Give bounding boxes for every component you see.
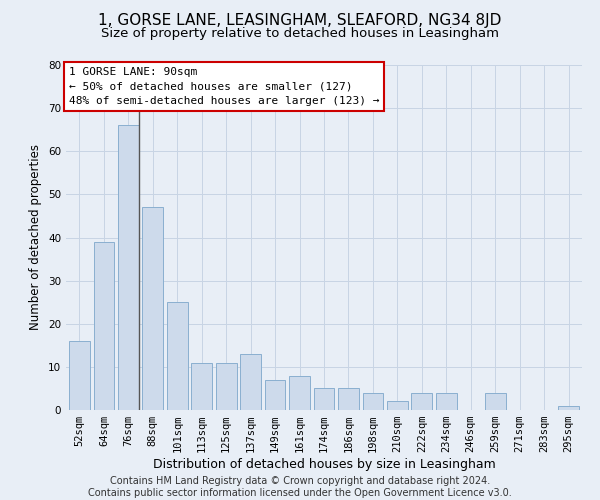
Bar <box>314 388 334 410</box>
Bar <box>558 406 579 410</box>
Text: 1, GORSE LANE, LEASINGHAM, SLEAFORD, NG34 8JD: 1, GORSE LANE, LEASINGHAM, SLEAFORD, NG3… <box>98 12 502 28</box>
Bar <box>191 362 212 410</box>
Text: 1 GORSE LANE: 90sqm
← 50% of detached houses are smaller (127)
48% of semi-detac: 1 GORSE LANE: 90sqm ← 50% of detached ho… <box>68 66 379 106</box>
Bar <box>289 376 310 410</box>
Bar <box>94 242 114 410</box>
Text: Contains HM Land Registry data © Crown copyright and database right 2024.
Contai: Contains HM Land Registry data © Crown c… <box>88 476 512 498</box>
Bar <box>387 402 408 410</box>
Y-axis label: Number of detached properties: Number of detached properties <box>29 144 43 330</box>
Bar <box>142 208 163 410</box>
Bar <box>338 388 359 410</box>
X-axis label: Distribution of detached houses by size in Leasingham: Distribution of detached houses by size … <box>152 458 496 471</box>
Text: Size of property relative to detached houses in Leasingham: Size of property relative to detached ho… <box>101 28 499 40</box>
Bar <box>167 302 188 410</box>
Bar <box>485 393 506 410</box>
Bar <box>436 393 457 410</box>
Bar <box>362 393 383 410</box>
Bar <box>412 393 432 410</box>
Bar <box>265 380 286 410</box>
Bar <box>216 362 236 410</box>
Bar <box>240 354 261 410</box>
Bar <box>118 126 139 410</box>
Bar <box>69 341 90 410</box>
